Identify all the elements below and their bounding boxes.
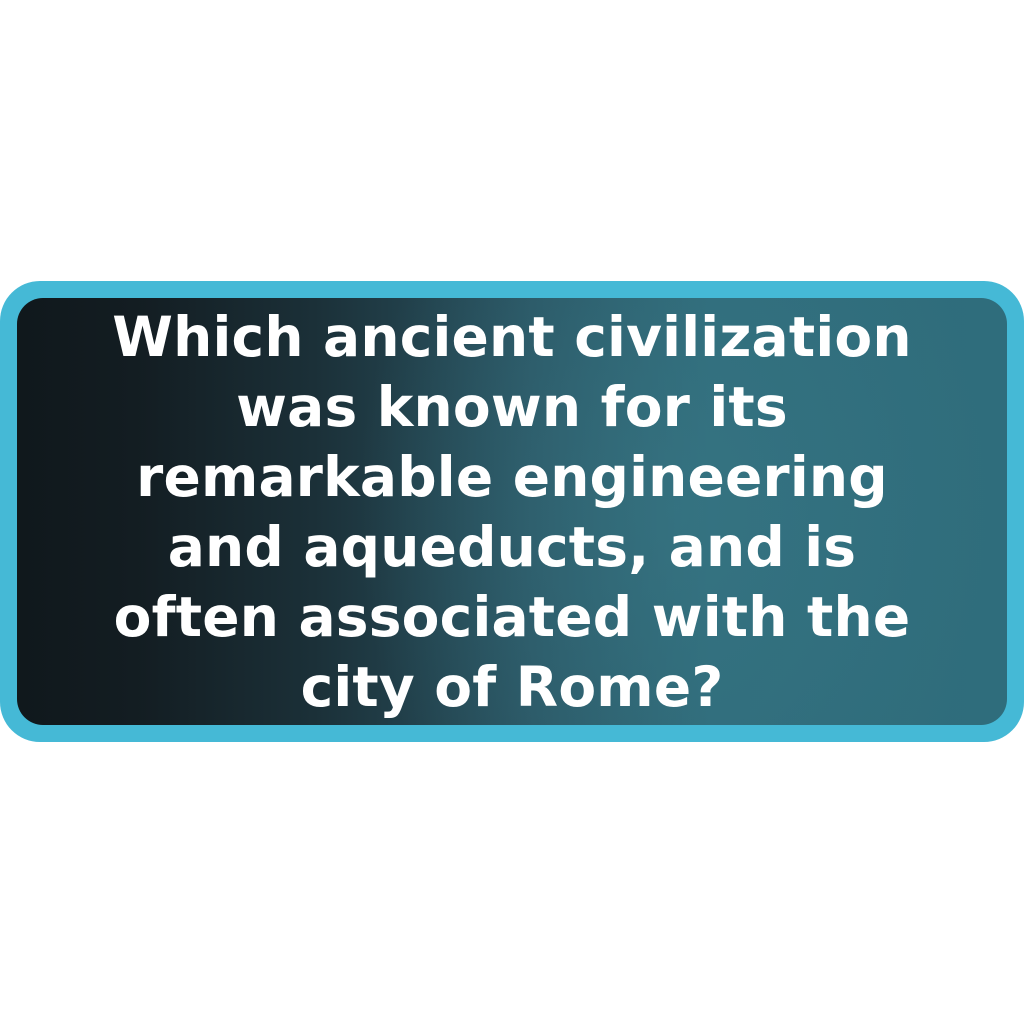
question-card-panel: Which ancient civilization was known for… [17,298,1007,725]
question-text: Which ancient civilization was known for… [112,304,912,719]
